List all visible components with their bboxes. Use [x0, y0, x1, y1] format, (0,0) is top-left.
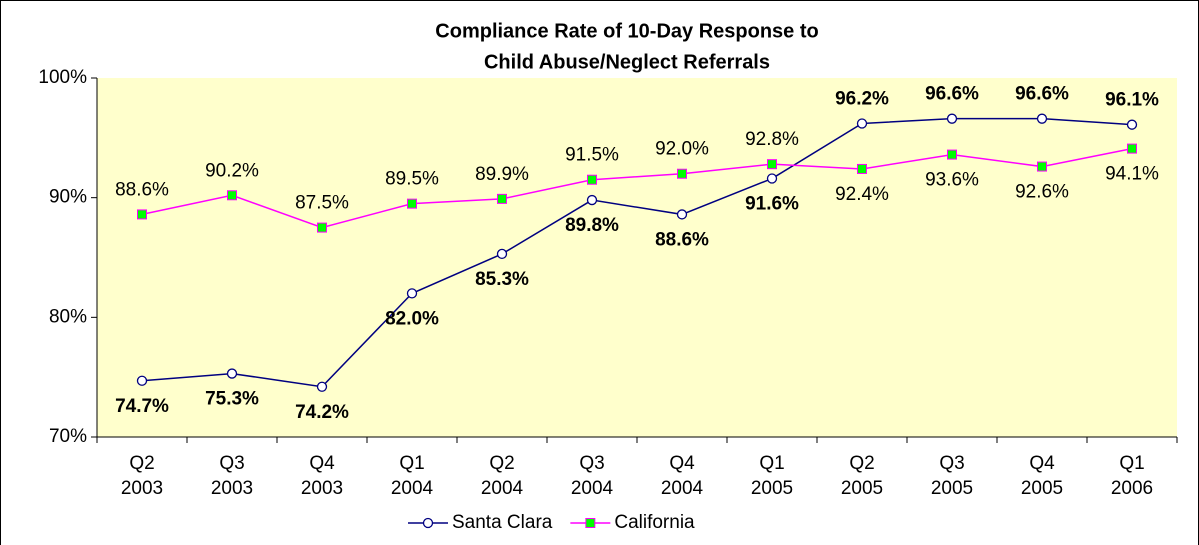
data-label: 93.6%: [925, 170, 979, 191]
data-label: 89.9%: [475, 164, 529, 185]
x-tick-label: Q1: [1119, 453, 1144, 474]
marker: [587, 174, 597, 185]
x-tick-label: 2005: [1021, 478, 1063, 499]
data-label: 92.4%: [835, 184, 889, 205]
marker: [947, 149, 957, 160]
data-label: 96.1%: [1105, 90, 1159, 111]
data-label: 89.8%: [565, 215, 619, 236]
data-label: 92.8%: [745, 129, 799, 150]
x-tick-label: Q2: [849, 453, 874, 474]
x-tick-label: 2003: [301, 478, 343, 499]
data-label: 90.2%: [205, 160, 259, 181]
data-label: 96.6%: [1015, 84, 1069, 105]
marker: [767, 159, 777, 170]
chart-title: Compliance Rate of 10-Day Response to: [435, 20, 818, 42]
x-tick-label: Q2: [489, 453, 514, 474]
plot-area: [97, 78, 1177, 437]
data-label: 75.3%: [205, 389, 259, 410]
x-tick-label: 2003: [211, 478, 253, 499]
data-label: 74.2%: [295, 402, 349, 423]
x-tick-label: 2004: [661, 478, 704, 499]
x-tick-label: Q4: [1029, 453, 1055, 474]
marker: [766, 173, 778, 184]
marker: [317, 222, 327, 233]
marker: [856, 118, 868, 129]
marker: [586, 194, 598, 206]
marker: [1126, 119, 1138, 130]
marker: [676, 209, 688, 220]
x-tick-label: 2004: [481, 478, 524, 499]
x-tick-label: Q3: [579, 453, 604, 474]
marker: [316, 381, 328, 392]
data-label: 96.2%: [835, 88, 889, 109]
x-tick-label: Q3: [219, 453, 244, 474]
data-label: 89.5%: [385, 169, 439, 190]
y-tick-label: 80%: [49, 306, 87, 327]
legend-marker: [422, 517, 434, 529]
y-tick-label: 100%: [38, 67, 87, 88]
marker: [1127, 143, 1137, 154]
legend-label: Santa Clara: [452, 512, 553, 533]
marker: [1037, 161, 1047, 172]
x-tick-label: 2004: [571, 478, 614, 499]
x-tick-label: 2003: [121, 478, 163, 499]
marker: [946, 113, 958, 124]
marker: [677, 168, 687, 179]
legend-marker: [585, 518, 596, 528]
data-label: 94.1%: [1105, 164, 1159, 185]
marker: [226, 368, 238, 379]
marker: [407, 198, 417, 209]
marker: [137, 209, 147, 220]
data-label: 87.5%: [295, 193, 349, 214]
marker: [136, 375, 148, 386]
data-label: 96.6%: [925, 84, 979, 105]
x-tick-label: Q4: [309, 453, 335, 474]
data-label: 82.0%: [385, 308, 439, 329]
marker: [406, 288, 418, 299]
data-label: 91.5%: [565, 145, 619, 166]
marker: [497, 193, 507, 204]
data-label: 91.6%: [745, 194, 799, 215]
x-tick-label: Q2: [129, 453, 154, 474]
data-label: 88.6%: [655, 229, 709, 250]
marker: [1036, 113, 1048, 124]
x-tick-label: 2005: [751, 478, 793, 499]
data-label: 92.6%: [1015, 182, 1069, 203]
marker: [857, 163, 867, 174]
x-tick-label: 2004: [391, 478, 434, 499]
x-tick-label: Q4: [669, 453, 695, 474]
x-tick-label: 2005: [841, 478, 883, 499]
x-tick-label: 2006: [1111, 478, 1153, 499]
data-label: 74.7%: [115, 396, 169, 417]
series-line: [141, 147, 1133, 229]
x-tick-label: Q1: [399, 453, 424, 474]
legend-label: California: [614, 512, 695, 533]
data-label: 85.3%: [475, 269, 529, 290]
data-label: 92.0%: [655, 139, 709, 160]
x-tick-label: Q3: [939, 453, 964, 474]
y-tick-label: 90%: [49, 187, 87, 208]
x-tick-label: 2005: [931, 478, 973, 499]
x-tick-label: Q1: [759, 453, 784, 474]
marker: [227, 190, 237, 201]
data-label: 88.6%: [115, 179, 169, 200]
y-tick-label: 70%: [49, 426, 87, 447]
series-line: [141, 117, 1133, 388]
chart-title: Child Abuse/Neglect Referrals: [484, 51, 770, 73]
marker: [496, 248, 508, 260]
